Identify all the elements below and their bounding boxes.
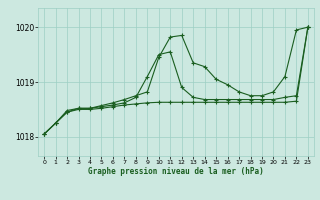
X-axis label: Graphe pression niveau de la mer (hPa): Graphe pression niveau de la mer (hPa) [88,167,264,176]
